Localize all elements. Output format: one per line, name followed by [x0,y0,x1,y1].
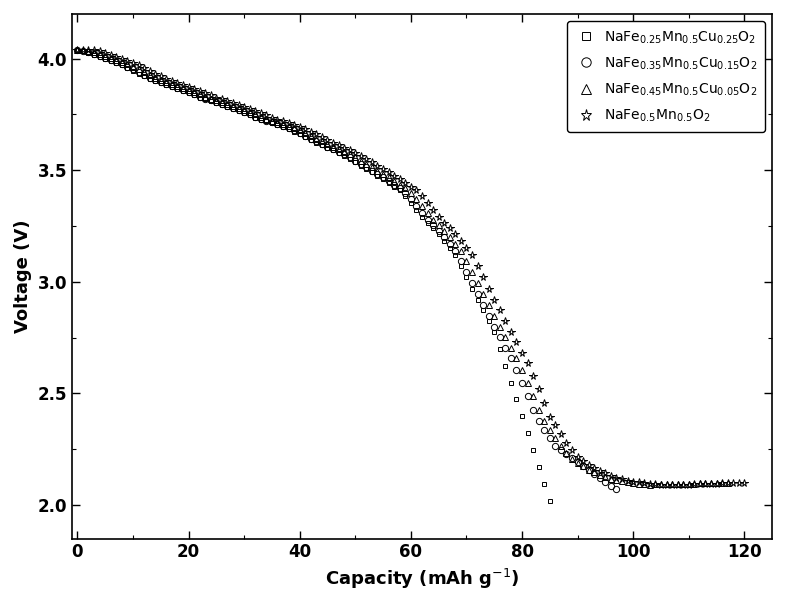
NaFe$_{0.25}$Mn$_{0.5}$Cu$_{0.25}$O$_2$ [545,497,554,504]
Y-axis label: Voltage (V): Voltage (V) [14,220,32,333]
NaFe$_{0.45}$Mn$_{0.5}$Cu$_{0.05}$O$_2$ [72,46,82,53]
NaFe$_{0.5}$Mn$_{0.5}$O$_2$ [139,64,149,71]
NaFe$_{0.25}$Mn$_{0.5}$Cu$_{0.25}$O$_2$ [72,46,82,53]
NaFe$_{0.25}$Mn$_{0.5}$Cu$_{0.25}$O$_2$ [473,296,483,303]
NaFe$_{0.35}$Mn$_{0.5}$Cu$_{0.15}$O$_2$ [373,171,382,178]
NaFe$_{0.45}$Mn$_{0.5}$Cu$_{0.05}$O$_2$ [584,466,593,473]
NaFe$_{0.25}$Mn$_{0.5}$Cu$_{0.25}$O$_2$ [123,64,132,71]
Line: NaFe$_{0.45}$Mn$_{0.5}$Cu$_{0.05}$O$_2$: NaFe$_{0.45}$Mn$_{0.5}$Cu$_{0.05}$O$_2$ [74,47,731,488]
NaFe$_{0.25}$Mn$_{0.5}$Cu$_{0.25}$O$_2$ [434,230,443,237]
NaFe$_{0.35}$Mn$_{0.5}$Cu$_{0.15}$O$_2$ [612,486,621,493]
NaFe$_{0.45}$Mn$_{0.5}$Cu$_{0.05}$O$_2$ [523,379,532,386]
NaFe$_{0.5}$Mn$_{0.5}$O$_2$ [356,152,365,159]
NaFe$_{0.45}$Mn$_{0.5}$Cu$_{0.05}$O$_2$ [145,71,154,79]
NaFe$_{0.35}$Mn$_{0.5}$Cu$_{0.15}$O$_2$ [72,46,82,53]
NaFe$_{0.45}$Mn$_{0.5}$Cu$_{0.05}$O$_2$ [206,95,215,102]
NaFe$_{0.45}$Mn$_{0.5}$Cu$_{0.05}$O$_2$ [723,479,733,486]
NaFe$_{0.5}$Mn$_{0.5}$O$_2$ [700,480,710,488]
NaFe$_{0.25}$Mn$_{0.5}$Cu$_{0.25}$O$_2$ [95,53,105,60]
NaFe$_{0.35}$Mn$_{0.5}$Cu$_{0.15}$O$_2$ [412,203,421,210]
Line: NaFe$_{0.25}$Mn$_{0.5}$Cu$_{0.25}$O$_2$: NaFe$_{0.25}$Mn$_{0.5}$Cu$_{0.25}$O$_2$ [75,47,553,503]
NaFe$_{0.35}$Mn$_{0.5}$Cu$_{0.15}$O$_2$ [329,146,338,153]
NaFe$_{0.45}$Mn$_{0.5}$Cu$_{0.05}$O$_2$ [645,481,655,488]
Line: NaFe$_{0.5}$Mn$_{0.5}$O$_2$: NaFe$_{0.5}$Mn$_{0.5}$O$_2$ [74,46,748,489]
NaFe$_{0.35}$Mn$_{0.5}$Cu$_{0.15}$O$_2$ [106,56,116,64]
NaFe$_{0.5}$Mn$_{0.5}$O$_2$ [523,360,532,367]
NaFe$_{0.5}$Mn$_{0.5}$O$_2$ [490,296,499,303]
NaFe$_{0.5}$Mn$_{0.5}$O$_2$ [740,479,749,486]
NaFe$_{0.5}$Mn$_{0.5}$O$_2$ [72,46,82,53]
X-axis label: Capacity (mAh g$^{-1}$): Capacity (mAh g$^{-1}$) [325,567,520,591]
NaFe$_{0.5}$Mn$_{0.5}$O$_2$ [662,482,671,489]
NaFe$_{0.45}$Mn$_{0.5}$Cu$_{0.05}$O$_2$ [295,126,304,134]
NaFe$_{0.35}$Mn$_{0.5}$Cu$_{0.15}$O$_2$ [484,312,494,319]
NaFe$_{0.35}$Mn$_{0.5}$Cu$_{0.15}$O$_2$ [117,60,127,68]
NaFe$_{0.5}$Mn$_{0.5}$O$_2$ [228,100,237,107]
NaFe$_{0.25}$Mn$_{0.5}$Cu$_{0.25}$O$_2$ [300,134,310,141]
Legend: NaFe$_{0.25}$Mn$_{0.5}$Cu$_{0.25}$O$_2$, NaFe$_{0.35}$Mn$_{0.5}$Cu$_{0.15}$O$_2$: NaFe$_{0.25}$Mn$_{0.5}$Cu$_{0.25}$O$_2$,… [567,21,765,132]
NaFe$_{0.45}$Mn$_{0.5}$Cu$_{0.05}$O$_2$ [573,459,582,466]
Line: NaFe$_{0.35}$Mn$_{0.5}$Cu$_{0.15}$O$_2$: NaFe$_{0.35}$Mn$_{0.5}$Cu$_{0.15}$O$_2$ [74,47,619,492]
NaFe$_{0.25}$Mn$_{0.5}$Cu$_{0.25}$O$_2$ [84,50,94,57]
